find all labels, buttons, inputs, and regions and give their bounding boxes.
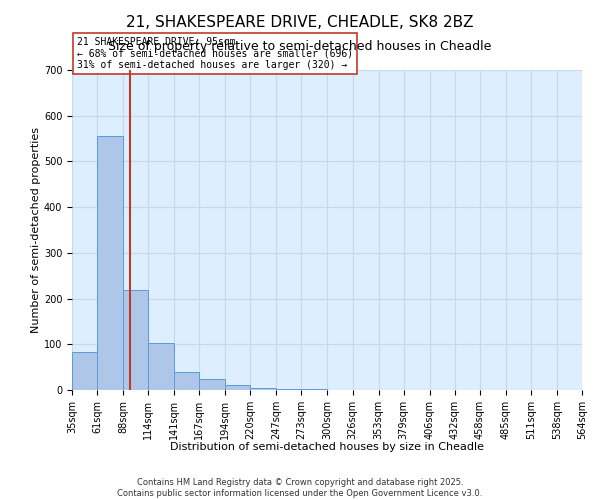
Text: Contains HM Land Registry data © Crown copyright and database right 2025.
Contai: Contains HM Land Registry data © Crown c… bbox=[118, 478, 482, 498]
Bar bbox=[97, 136, 123, 390]
Text: 21 SHAKESPEARE DRIVE: 95sqm
← 68% of semi-detached houses are smaller (696)
31% : 21 SHAKESPEARE DRIVE: 95sqm ← 68% of sem… bbox=[77, 37, 353, 70]
Bar bbox=[148, 344, 174, 390]
X-axis label: Distribution of semi-detached houses by size in Cheadle: Distribution of semi-detached houses by … bbox=[170, 442, 484, 452]
Bar bbox=[277, 388, 301, 390]
Y-axis label: Number of semi-detached properties: Number of semi-detached properties bbox=[31, 127, 41, 333]
Bar bbox=[72, 352, 97, 390]
Bar bbox=[123, 290, 148, 390]
Bar bbox=[199, 378, 225, 390]
Bar bbox=[174, 372, 199, 390]
Text: Size of property relative to semi-detached houses in Cheadle: Size of property relative to semi-detach… bbox=[109, 40, 491, 53]
Bar bbox=[301, 389, 328, 390]
Bar bbox=[250, 388, 277, 390]
Bar bbox=[225, 386, 250, 390]
Text: 21, SHAKESPEARE DRIVE, CHEADLE, SK8 2BZ: 21, SHAKESPEARE DRIVE, CHEADLE, SK8 2BZ bbox=[126, 15, 474, 30]
